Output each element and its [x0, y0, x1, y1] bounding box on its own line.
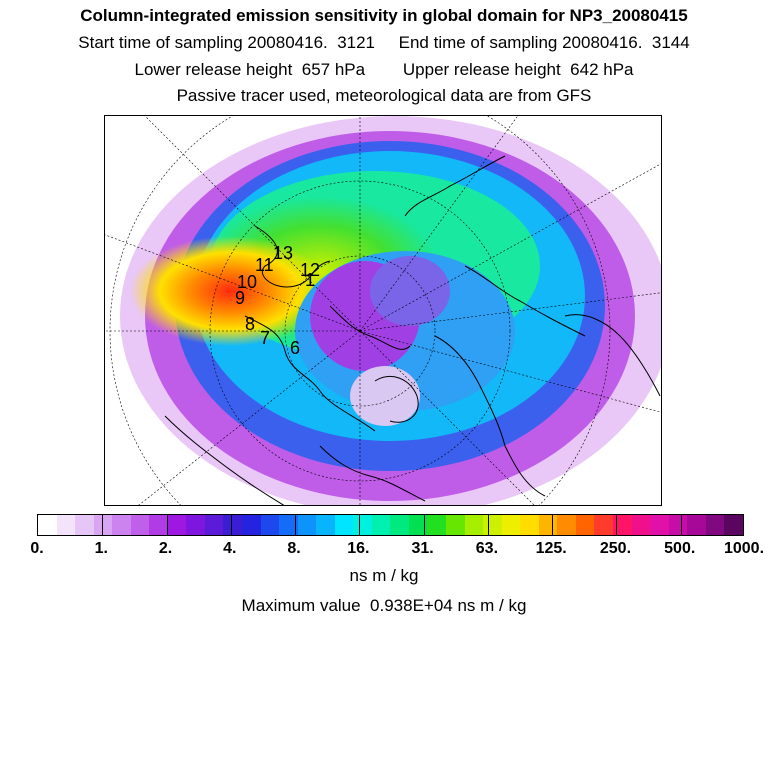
colorbar-tick-label: 1. — [94, 540, 108, 557]
colorbar-swatch — [650, 515, 669, 535]
orange-core — [130, 236, 330, 346]
colorbar-tick-label: 500. — [664, 540, 696, 557]
colorbar-swatch — [483, 515, 502, 535]
colorbar-swatch — [427, 515, 447, 535]
colorbar-tick-label: 125. — [535, 540, 567, 557]
colorbar-swatch — [279, 515, 298, 535]
colorbar-swatch — [371, 515, 391, 535]
colorbar-swatch — [38, 515, 57, 535]
colorbar-swatch — [724, 515, 743, 535]
colorbar-tick-label: 16. — [347, 540, 370, 557]
colorbar-tick-label: 31. — [411, 540, 434, 557]
track-label: 7 — [260, 328, 270, 348]
colorbar-swatch — [149, 515, 168, 535]
sensitivity-map: 13 11 10 9 8 7 6 12 1 — [104, 115, 662, 506]
colorbar-swatch — [316, 515, 335, 535]
colorbar-tick — [166, 515, 168, 535]
track-labels: 13 11 10 9 8 7 6 12 1 — [235, 243, 320, 358]
graticule — [105, 116, 661, 505]
colorbar-tick — [230, 515, 232, 535]
colorbar — [37, 514, 744, 536]
low-sensitivity-hole — [350, 366, 420, 426]
maximum-value: Maximum value 0.938E+04 ns m / kg — [241, 596, 527, 615]
colorbar-tick-label: 4. — [223, 540, 237, 557]
colorbar-swatch — [520, 515, 539, 535]
track-label: 12 — [300, 260, 320, 280]
track-label: 6 — [290, 338, 300, 358]
colorbar-swatch — [75, 515, 94, 535]
colorbar-swatch — [575, 515, 595, 535]
colorbar-swatch — [242, 515, 261, 535]
colorbar-tick-label: 0. — [30, 540, 44, 557]
track-label: 13 — [273, 243, 293, 263]
colorbar-swatch — [297, 515, 317, 535]
colorbar-swatch — [538, 515, 558, 535]
colorbar-swatch — [390, 515, 409, 535]
track-label: 10 — [237, 272, 257, 292]
colorbar-tick — [359, 515, 361, 535]
colorbar-swatch — [204, 515, 224, 535]
low-sensitivity-hole-2 — [370, 256, 450, 326]
colorbar-tick — [680, 515, 682, 535]
map-title: Column-integrated emission sensitivity i… — [80, 6, 688, 25]
colorbar-swatch — [56, 515, 76, 535]
tracer-info-line: Passive tracer used, meteorological data… — [176, 86, 592, 105]
colorbar-swatch — [594, 515, 613, 535]
colorbar-swatch — [705, 515, 725, 535]
colorbar-swatch — [446, 515, 465, 535]
colorbar-swatch — [668, 515, 688, 535]
track-label: 11 — [255, 255, 274, 275]
colorbar-swatch — [353, 515, 372, 535]
colorbar-swatch — [557, 515, 576, 535]
colorbar-swatch — [408, 515, 428, 535]
coastlines — [164, 155, 661, 505]
colorbar-tick-label: 250. — [599, 540, 632, 557]
colorbar-swatch — [186, 515, 205, 535]
release-height-line: Lower release height 657 hPa Upper relea… — [134, 60, 634, 79]
colorbar-swatch — [464, 515, 484, 535]
colorbar-tick-label: 63. — [475, 540, 499, 557]
colorbar-tick-label: 8. — [287, 540, 301, 557]
colorbar-tick-label: 2. — [158, 540, 173, 557]
colorbar-swatch — [167, 515, 187, 535]
colorbar-tick — [102, 515, 104, 535]
track-label: 8 — [245, 314, 255, 334]
colorbar-swatch — [612, 515, 632, 535]
colorbar-swatch — [260, 515, 280, 535]
colorbar-swatch — [223, 515, 243, 535]
colorbar-tick — [423, 515, 425, 535]
colorbar-swatch — [112, 515, 131, 535]
colorbar-tick — [487, 515, 489, 535]
sampling-time-line: Start time of sampling 20080416. 3121 En… — [78, 33, 690, 52]
colorbar-units: ns m / kg — [349, 566, 419, 585]
colorbar-tick — [295, 515, 297, 535]
colorbar-tick — [552, 515, 554, 535]
colorbar-swatch — [130, 515, 150, 535]
colorbar-tick — [616, 515, 618, 535]
colorbar-swatch — [631, 515, 651, 535]
track-label: 1 — [305, 270, 315, 290]
colorbar-tick-label: 1000. — [723, 540, 765, 557]
colorbar-swatch — [334, 515, 354, 535]
colorbar-swatch — [501, 515, 521, 535]
colorbar-swatch — [687, 515, 706, 535]
map-canvas: 13 11 10 9 8 7 6 12 1 — [105, 116, 661, 505]
track-label: 9 — [235, 288, 245, 308]
